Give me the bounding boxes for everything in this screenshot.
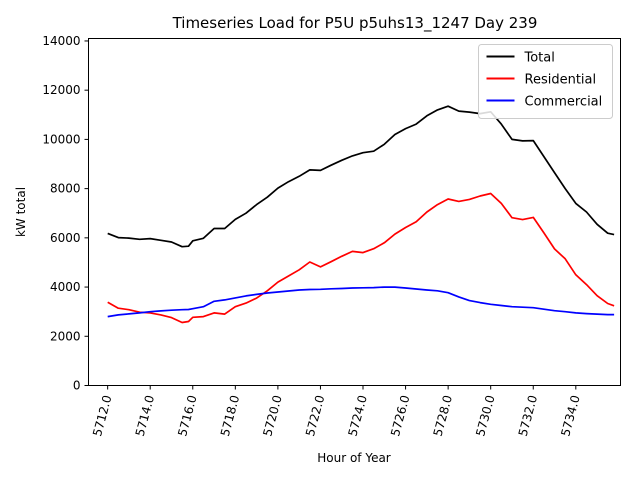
legend-label-residential: Residential: [525, 73, 597, 88]
series-line-residential: [107, 192, 615, 324]
legend-label-total: Total: [524, 51, 555, 66]
series-lines: [107, 105, 615, 324]
y-tick-label: 12000: [42, 83, 80, 97]
series-line-total: [107, 105, 615, 248]
y-tick-label: 8000: [50, 182, 81, 196]
y-tick-label: 2000: [50, 329, 81, 343]
y-axis-label: kW total: [14, 187, 28, 237]
y-axis-ticks: 0 2000 4000 6000 8000 10000 12000 14000: [42, 34, 89, 393]
x-axis-label: Hour of Year: [317, 451, 391, 465]
series-line-commercial: [107, 286, 615, 318]
y-tick-label: 10000: [42, 132, 80, 146]
y-tick-label: 14000: [42, 34, 80, 48]
y-tick-label: 0: [73, 379, 81, 393]
legend: Total Residential Commercial: [478, 44, 613, 119]
chart-title: Timeseries Load for P5U p5uhs13_1247 Day…: [172, 14, 538, 33]
y-tick-label: 4000: [50, 280, 81, 294]
plot-frame: [88, 38, 621, 386]
y-tick-label: 6000: [50, 231, 81, 245]
legend-label-commercial: Commercial: [525, 95, 603, 110]
